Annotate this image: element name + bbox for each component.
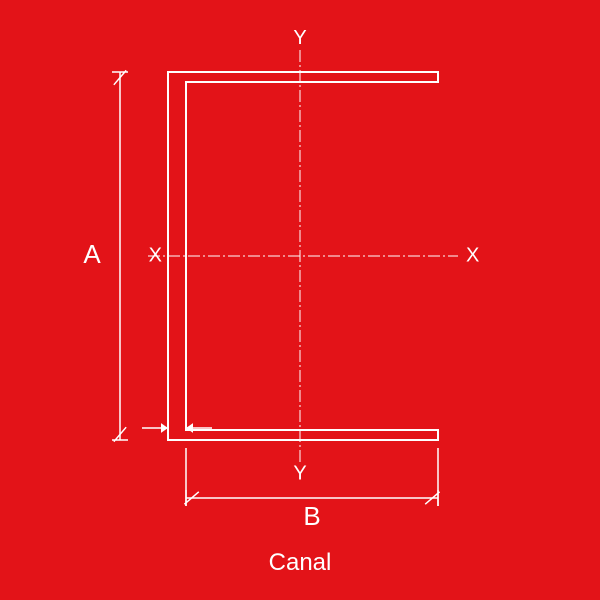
dimension-a-label: A [83, 239, 101, 269]
y-axis-label-top: Y [293, 27, 306, 49]
dimension-b-label: B [303, 501, 320, 531]
x-axis-label-left: X [149, 244, 162, 266]
y-axis-label-bottom: Y [293, 463, 306, 485]
diagram-title: Canal [269, 549, 332, 576]
x-axis-label-right: X [466, 244, 479, 266]
canal-section-diagram: A B X X Y Y Canal [0, 0, 600, 600]
